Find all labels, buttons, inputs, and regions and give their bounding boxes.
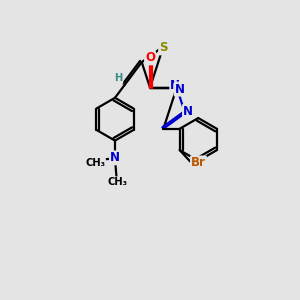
- Text: N: N: [175, 82, 185, 96]
- Text: H: H: [114, 73, 122, 83]
- Text: S: S: [159, 41, 168, 54]
- Text: CH₃: CH₃: [85, 158, 105, 169]
- Text: O: O: [145, 51, 155, 64]
- Text: N: N: [170, 79, 180, 92]
- Text: N: N: [110, 151, 120, 164]
- Text: N: N: [183, 105, 193, 118]
- Text: Br: Br: [191, 156, 206, 170]
- Text: CH₃: CH₃: [108, 177, 128, 187]
